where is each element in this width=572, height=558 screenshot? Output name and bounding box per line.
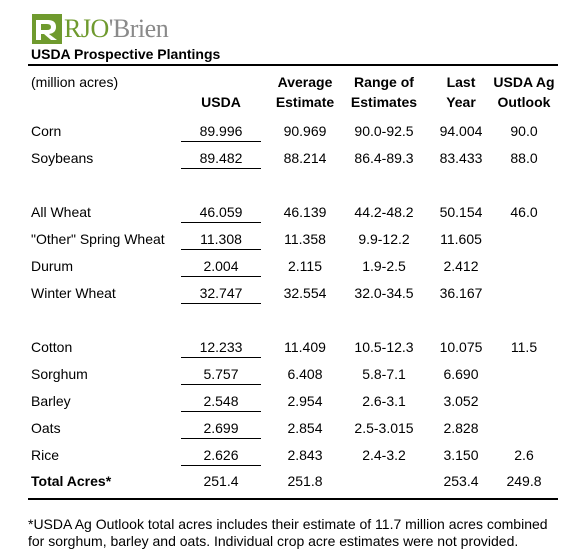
total-label: Total Acres* (31, 473, 112, 489)
last-year-value: 3.052 (443, 393, 479, 409)
usda-value: 2.699 (181, 418, 261, 439)
range-value: 32.0-34.5 (354, 285, 414, 301)
usda-value: 2.626 (181, 445, 261, 466)
crop-label: All Wheat (31, 204, 91, 220)
average-estimate-value: 11.409 (284, 339, 326, 355)
usda-value: 2.548 (181, 391, 261, 412)
table-row: Corn 89.996 90.969 90.0-92.5 94.004 90.0 (0, 119, 572, 146)
outlook-value: 11.5 (510, 339, 538, 355)
header-last-year: Last Year (446, 74, 476, 110)
crop-label: Oats (31, 420, 61, 436)
header-usda-ag-outlook: USDA Ag Outlook (493, 74, 555, 110)
table-row: Sorghum 5.757 6.408 5.8-7.1 6.690 (0, 362, 572, 389)
last-year-value: 3.150 (443, 447, 479, 463)
table-row: All Wheat 46.059 46.139 44.2-48.2 50.154… (0, 200, 572, 227)
range-value: 1.9-2.5 (362, 258, 406, 274)
outlook-value: 46.0 (510, 204, 538, 220)
table-row: Rice 2.626 2.843 2.4-3.2 3.150 2.6 (0, 443, 572, 470)
page-title: USDA Prospective Plantings (31, 46, 221, 62)
range-value: 2.6-3.1 (362, 393, 406, 409)
last-year-value: 83.433 (439, 150, 483, 166)
average-estimate-value: 2.843 (287, 447, 323, 463)
total-row: Total Acres* 251.4 251.8 253.4 249.8 (0, 469, 572, 496)
range-value: 2.5-3.015 (354, 420, 414, 436)
crop-label: Winter Wheat (31, 285, 116, 301)
last-year-value: 6.690 (443, 366, 479, 382)
usda-value: 89.996 (181, 121, 261, 142)
table-row: Oats 2.699 2.854 2.5-3.015 2.828 (0, 416, 572, 443)
usda-value: 32.747 (181, 283, 261, 304)
logo-mark-icon (32, 14, 62, 44)
range-value: 86.4-89.3 (354, 150, 414, 166)
crop-label: Corn (31, 123, 62, 139)
average-estimate-value: 11.358 (284, 231, 326, 247)
table-bottom-rule (28, 498, 558, 500)
total-last-year-value: 253.4 (443, 473, 479, 489)
company-logo: RJO'Brien (32, 10, 169, 44)
last-year-value: 50.154 (439, 204, 483, 220)
usda-value: 5.757 (181, 364, 261, 385)
last-year-value: 2.412 (443, 258, 479, 274)
header-range-of-estimates: Range of Estimates (350, 74, 418, 110)
average-estimate-value: 88.214 (283, 150, 327, 166)
usda-value: 89.482 (181, 148, 261, 169)
usda-value: 12.233 (181, 337, 261, 358)
table-row: Soybeans 89.482 88.214 86.4-89.3 83.433 … (0, 146, 572, 173)
average-estimate-value: 2.115 (288, 258, 322, 274)
average-estimate-value: 2.954 (287, 393, 323, 409)
crop-label: Rice (31, 447, 60, 463)
usda-value: 46.059 (181, 202, 261, 223)
average-estimate-value: 32.554 (283, 285, 327, 301)
header-average-estimate: Average Estimate (275, 74, 335, 110)
crop-label: Barley (31, 393, 71, 409)
table-row: Winter Wheat 32.747 32.554 32.0-34.5 36.… (0, 281, 572, 308)
average-estimate-value: 90.969 (283, 123, 327, 139)
total-usda-value: 251.4 (203, 473, 239, 489)
range-value: 9.9-12.2 (358, 231, 410, 247)
crop-label: "Other" Spring Wheat (31, 231, 165, 247)
range-value: 10.5-12.3 (354, 339, 414, 355)
usda-value: 2.004 (181, 256, 261, 277)
total-average-estimate-value: 251.8 (287, 473, 323, 489)
range-value: 90.0-92.5 (354, 123, 414, 139)
last-year-value: 94.004 (439, 123, 483, 139)
last-year-value: 36.167 (439, 285, 483, 301)
table-row: "Other" Spring Wheat 11.308 11.358 9.9-1… (0, 227, 572, 254)
total-outlook-value: 249.8 (506, 473, 542, 489)
range-value: 2.4-3.2 (362, 447, 406, 463)
average-estimate-value: 46.139 (283, 204, 327, 220)
crop-label: Durum (31, 258, 74, 274)
outlook-value: 88.0 (510, 150, 538, 166)
average-estimate-value: 2.854 (287, 420, 323, 436)
usda-value: 11.308 (181, 229, 261, 250)
outlook-value: 2.6 (514, 447, 534, 463)
range-value: 44.2-48.2 (354, 204, 414, 220)
last-year-value: 11.605 (440, 231, 482, 247)
crop-label: Sorghum (31, 366, 88, 382)
outlook-value: 90.0 (510, 123, 538, 139)
last-year-value: 10.075 (439, 339, 483, 355)
table-row: Barley 2.548 2.954 2.6-3.1 3.052 (0, 389, 572, 416)
average-estimate-value: 6.408 (287, 366, 323, 382)
title-bar: USDA Prospective Plantings (28, 46, 558, 66)
table-row: Cotton 12.233 11.409 10.5-12.3 10.075 11… (0, 335, 572, 362)
crop-label: Soybeans (31, 150, 94, 166)
range-value: 5.8-7.1 (362, 366, 406, 382)
header-usda: USDA (201, 94, 241, 110)
table-row: Durum 2.004 2.115 1.9-2.5 2.412 (0, 254, 572, 281)
footnote: *USDA Ag Outlook total acres includes th… (28, 516, 548, 549)
unit-label: (million acres) (31, 74, 119, 90)
last-year-value: 2.828 (443, 420, 479, 436)
logo-text: RJO'Brien (64, 14, 169, 43)
crop-label: Cotton (31, 339, 73, 355)
